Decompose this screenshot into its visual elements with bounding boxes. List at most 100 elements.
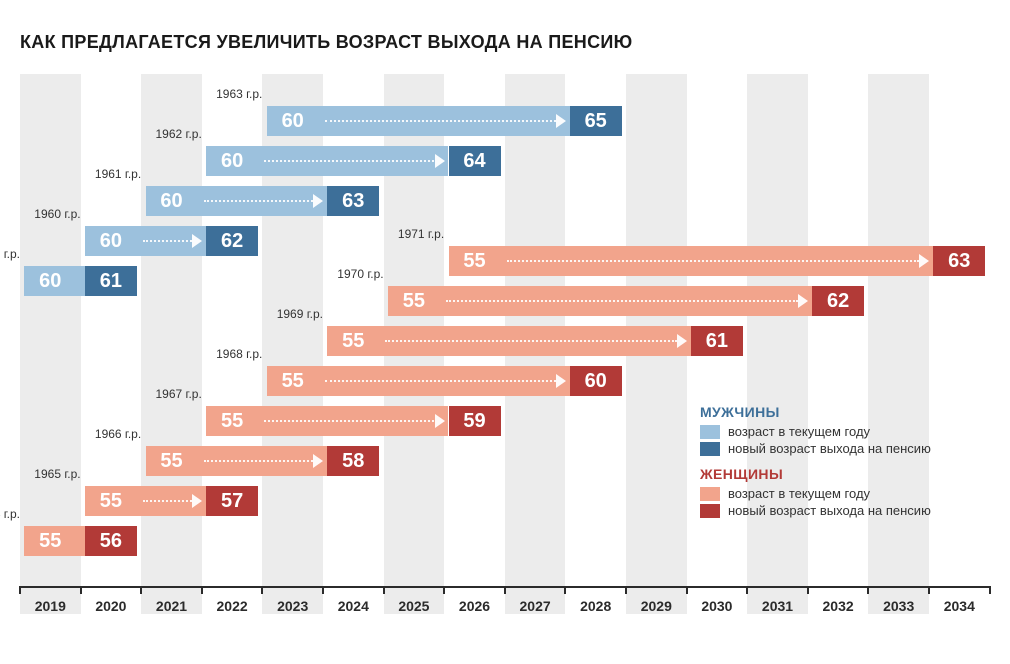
cohort-label: 1960 г.р. (25, 207, 81, 221)
legend-swatch (700, 504, 720, 518)
arrow-track (325, 380, 556, 382)
age-current-cell: 55 (327, 326, 379, 356)
x-tick-label: 2025 (384, 598, 445, 614)
chart-title: КАК ПРЕДЛАГАЕТСЯ УВЕЛИЧИТЬ ВОЗРАСТ ВЫХОД… (20, 32, 633, 53)
cohort-row: 1961 г.р.6063 (20, 184, 990, 218)
arrow-track (507, 260, 920, 262)
arrow-track (325, 120, 556, 122)
age-current-cell: 55 (449, 246, 501, 276)
cohort-label: 1968 г.р. (206, 347, 262, 361)
arrow-head-icon (798, 294, 808, 308)
x-tick-label: 2033 (868, 598, 929, 614)
cohort-row: 1962 г.р.6064 (20, 144, 990, 178)
age-new-cell: 58 (327, 446, 379, 476)
age-new-cell: 60 (570, 366, 622, 396)
cohort-label: 1970 г.р. (328, 267, 384, 281)
arrow-track (204, 200, 314, 202)
x-tick-mark (383, 586, 385, 594)
arrow-track (143, 240, 192, 242)
x-tick-mark (504, 586, 506, 594)
legend-swatch (700, 487, 720, 501)
age-new-cell: 61 (691, 326, 743, 356)
cohort-label: 1963 г.р. (206, 87, 262, 101)
legend-label: возраст в текущем году (728, 486, 870, 501)
arrow-track (204, 460, 314, 462)
age-new-cell: 63 (327, 186, 379, 216)
age-current-cell: 55 (146, 446, 198, 476)
x-tick-mark (564, 586, 566, 594)
cohort-label: 1966 г.р. (85, 427, 141, 441)
age-current-cell: 55 (24, 526, 76, 556)
x-tick-mark (201, 586, 203, 594)
arrow-track (385, 340, 677, 342)
x-tick-label: 2028 (565, 598, 626, 614)
legend-item: возраст в текущем году (700, 486, 931, 501)
arrow-track (264, 420, 434, 422)
cohort-row: 1971 г.р.5563 (20, 244, 990, 278)
age-current-cell: 55 (267, 366, 319, 396)
age-new-cell: 57 (206, 486, 258, 516)
x-tick-mark (261, 586, 263, 594)
arrow-head-icon (556, 114, 566, 128)
x-tick-mark (928, 586, 930, 594)
legend-item: возраст в текущем году (700, 424, 931, 439)
cohort-row: 1969 г.р.5561 (20, 324, 990, 358)
arrow-head-icon (313, 194, 323, 208)
legend-swatch (700, 425, 720, 439)
legend-label: новый возраст выхода на пенсию (728, 441, 931, 456)
arrow-track (264, 160, 434, 162)
legend-group-title: МУЖЧИНЫ (700, 404, 931, 420)
x-tick-mark (989, 586, 991, 594)
x-tick-label: 2023 (262, 598, 323, 614)
x-tick-label: 2030 (687, 598, 748, 614)
arrow-track (143, 500, 192, 502)
arrow-head-icon (192, 494, 202, 508)
legend-item: новый возраст выхода на пенсию (700, 503, 931, 518)
arrow-head-icon (435, 154, 445, 168)
x-tick-mark (746, 586, 748, 594)
x-tick-mark (140, 586, 142, 594)
arrow-head-icon (435, 414, 445, 428)
age-current-cell: 60 (146, 186, 198, 216)
plot-area: 1963 г.р.60651962 г.р.60641961 г.р.60631… (20, 74, 990, 614)
legend-swatch (700, 442, 720, 456)
legend-group-title: ЖЕНЩИНЫ (700, 466, 931, 482)
legend-item: новый возраст выхода на пенсию (700, 441, 931, 456)
cohort-label: 1959 г.р. (0, 247, 20, 261)
cohort-row: 1970 г.р.5562 (20, 284, 990, 318)
x-tick-label: 2027 (505, 598, 566, 614)
legend-label: возраст в текущем году (728, 424, 870, 439)
x-tick-label: 2024 (323, 598, 384, 614)
age-new-cell: 56 (85, 526, 137, 556)
x-tick-label: 2034 (929, 598, 990, 614)
x-tick-mark (625, 586, 627, 594)
x-tick-label: 2021 (141, 598, 202, 614)
x-tick-label: 2026 (444, 598, 505, 614)
age-new-cell: 59 (449, 406, 501, 436)
age-current-cell: 60 (206, 146, 258, 176)
cohort-row: 1964 г.р.5556 (20, 524, 990, 558)
x-tick-mark (807, 586, 809, 594)
legend-label: новый возраст выхода на пенсию (728, 503, 931, 518)
x-tick-mark (867, 586, 869, 594)
age-current-cell: 55 (388, 286, 440, 316)
age-new-cell: 64 (449, 146, 501, 176)
arrow-head-icon (556, 374, 566, 388)
x-tick-mark (322, 586, 324, 594)
arrow-head-icon (677, 334, 687, 348)
cohort-label: 1971 г.р. (388, 227, 444, 241)
legend: МУЖЧИНЫ возраст в текущем году новый возра… (700, 404, 931, 528)
cohort-label: 1967 г.р. (146, 387, 202, 401)
age-new-cell: 63 (933, 246, 985, 276)
cohort-label: 1961 г.р. (85, 167, 141, 181)
x-tick-mark (686, 586, 688, 594)
cohort-label: 1962 г.р. (146, 127, 202, 141)
x-tick-label: 2019 (20, 598, 81, 614)
x-tick-label: 2020 (81, 598, 142, 614)
x-tick-mark (19, 586, 21, 594)
age-current-cell: 60 (267, 106, 319, 136)
arrow-head-icon (313, 454, 323, 468)
x-tick-mark (443, 586, 445, 594)
x-tick-label: 2032 (808, 598, 869, 614)
x-tick-label: 2022 (202, 598, 263, 614)
